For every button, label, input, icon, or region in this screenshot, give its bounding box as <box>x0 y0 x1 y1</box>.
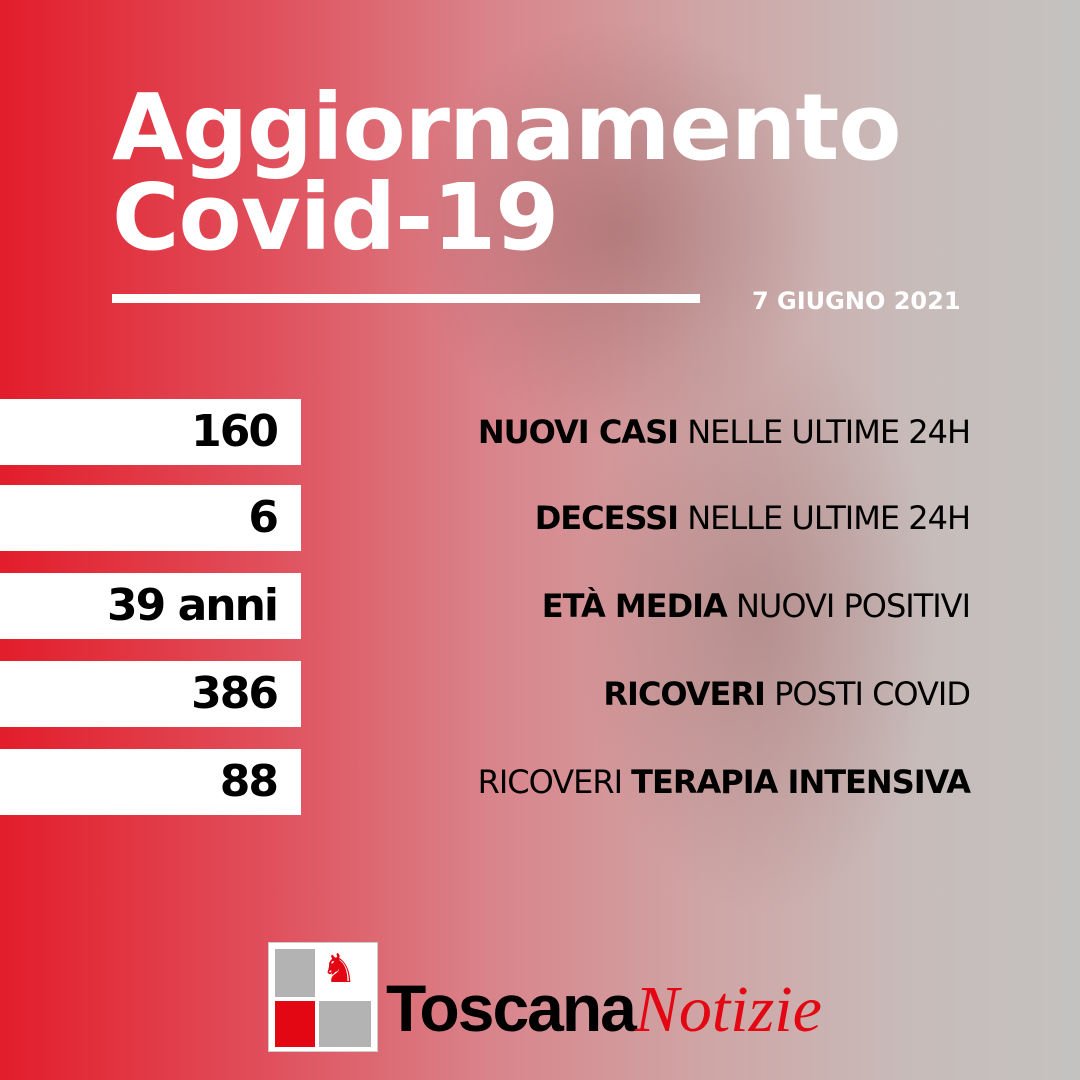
stat-value: 88 <box>0 749 301 815</box>
title-line-2: Covid-19 <box>112 164 559 271</box>
pegasus-icon: ♞ <box>321 946 357 992</box>
stat-row: 6 DECESSI NELLE ULTIME 24H <box>0 485 1080 551</box>
stat-value: 39 anni <box>0 573 301 639</box>
stat-row: 386 RICOVERI POSTI COVID <box>0 661 1080 727</box>
stat-value: 160 <box>0 399 301 465</box>
stat-label: ETÀ MEDIA NUOVI POSITIVI <box>541 587 971 625</box>
stat-row: 88 RICOVERI TERAPIA INTENSIVA <box>0 749 1080 815</box>
stat-label: DECESSI NELLE ULTIME 24H <box>534 499 971 537</box>
stat-value: 6 <box>0 485 301 551</box>
date: 7 GIUGNO 2021 <box>752 287 961 315</box>
divider <box>112 294 700 303</box>
stat-label: RICOVERI POSTI COVID <box>603 675 971 713</box>
stat-label: NUOVI CASI NELLE ULTIME 24H <box>477 413 971 451</box>
stat-label: RICOVERI TERAPIA INTENSIVA <box>477 763 971 801</box>
stat-row: 39 anni ETÀ MEDIA NUOVI POSITIVI <box>0 573 1080 639</box>
toscana-notizie-logo: ♞ <box>268 942 378 1052</box>
stat-row: 160 NUOVI CASI NELLE ULTIME 24H <box>0 399 1080 465</box>
brand-name: ToscanaNotizie <box>386 971 822 1046</box>
title-line-1: Aggiornamento <box>112 74 902 181</box>
stat-value: 386 <box>0 661 301 727</box>
